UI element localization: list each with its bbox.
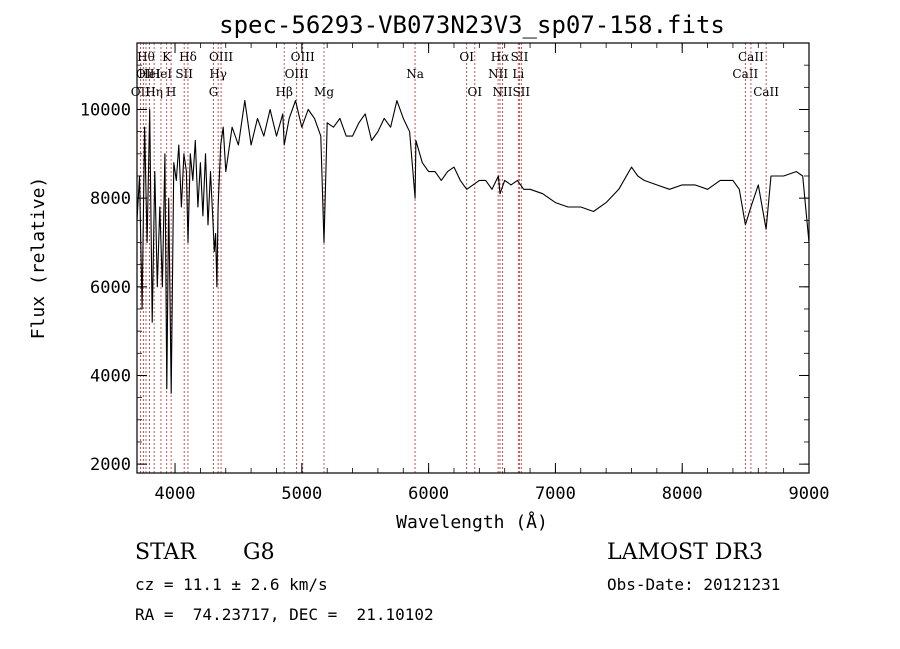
chart-title: spec-56293-VB073N23V3_sp07-158.fits: [219, 11, 725, 39]
y-tick-label-4: 10000: [80, 100, 131, 120]
y-tick-label-1: 4000: [90, 366, 131, 386]
spectral-line-label-7: H: [166, 85, 176, 99]
spectral-line-label-21: Hα: [491, 50, 510, 64]
y-tick-label-0: 2000: [90, 455, 131, 475]
spectrum-line: [136, 100, 810, 394]
y-tick-label-3: 8000: [90, 189, 131, 209]
spectral-line-label-16: Mg: [314, 85, 334, 99]
spectral-line-label-18: OI: [459, 50, 474, 64]
observation-date: Obs-Date: 20121231: [607, 575, 781, 594]
coordinates-readout: RA = 74.23717, DEC = 21.10102: [135, 605, 434, 624]
spectral-line-markers: OIIOIHθHeIHηHeIKHSIIHδGHγOIIIHβOIIIOIIIM…: [131, 43, 779, 473]
y-tick-label-2: 6000: [90, 278, 131, 298]
x-tick-label-5: 9000: [789, 484, 830, 504]
spectral-line-label-24: SII: [511, 50, 529, 64]
x-tick-label-4: 8000: [662, 484, 703, 504]
spectral-line-label-12: OIII: [209, 50, 233, 64]
survey-name: LAMOST DR3: [607, 540, 763, 565]
spectral-line-label-0: OII: [131, 85, 151, 99]
y-axis-label: Flux (relative): [28, 177, 49, 340]
spectral-line-label-3: HeI: [138, 67, 161, 81]
spectral-line-label-6: K: [162, 50, 172, 64]
spectral-line-label-4: Hη: [145, 85, 163, 99]
spectral-line-label-2: Hθ: [137, 50, 155, 64]
spectral-line-label-15: OIII: [291, 50, 315, 64]
spectral-line-label-17: Na: [406, 67, 424, 81]
x-tick-label-3: 7000: [535, 484, 576, 504]
spectral-line-label-22: NII: [493, 85, 513, 99]
x-tick-label-2: 6000: [408, 484, 449, 504]
spectral-line-label-13: Hβ: [276, 85, 293, 99]
spectral-line-label-1: OI: [136, 67, 151, 81]
plot-frame: [136, 42, 810, 474]
spectral-line-label-10: G: [209, 85, 219, 99]
axis-ticks: 4000 5000 6000 7000 8000 9000 2000 4000 6000 8000…: [80, 43, 830, 504]
spectral-line-label-9: Hδ: [179, 50, 197, 64]
spectral-line-label-28: CaII: [753, 85, 779, 99]
object-class: STAR: [135, 540, 196, 565]
spectral-line-label-26: CaII: [732, 67, 758, 81]
spectral-line-label-5: HeI: [150, 67, 173, 81]
object-subclass: G8: [243, 540, 275, 565]
spectral-line-label-19: OI: [467, 85, 482, 99]
spectral-line-label-27: CaII: [738, 50, 764, 64]
x-tick-label-0: 4000: [155, 484, 196, 504]
x-tick-label-1: 5000: [281, 484, 322, 504]
spectral-line-label-11: Hγ: [209, 67, 227, 81]
spectral-line-label-23: Li: [512, 67, 524, 81]
x-axis-label: Wavelength (Å): [396, 511, 548, 533]
spectrum-series: [136, 100, 810, 394]
spectral-line-label-14: OIII: [285, 67, 309, 81]
spectral-line-label-20: NII: [488, 67, 508, 81]
spectral-line-label-8: SII: [175, 67, 193, 81]
redshift-readout: cz = 11.1 ± 2.6 km/s: [135, 575, 328, 594]
spectral-line-label-25: SII: [512, 85, 530, 99]
